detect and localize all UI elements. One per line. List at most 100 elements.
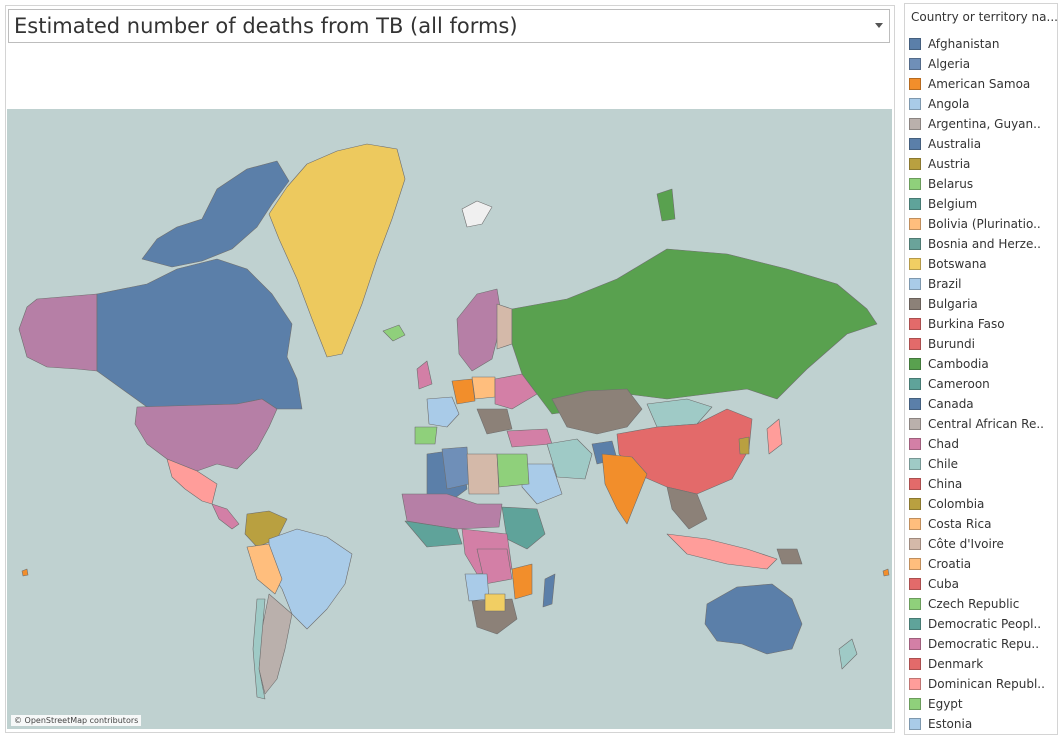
map-region-alaska[interactable]	[18, 293, 98, 372]
legend-item[interactable]: Austria	[905, 154, 1045, 174]
map-region-germany[interactable]	[451, 378, 476, 405]
world-map[interactable]: © OpenStreetMap contributors	[7, 109, 892, 729]
map-region-spain[interactable]	[414, 426, 438, 445]
legend-label: Bulgaria	[928, 297, 978, 311]
legend-label: Chile	[928, 457, 959, 471]
map-region-east-africa-south[interactable]	[511, 563, 533, 600]
legend-item[interactable]: Democratic Repu..	[905, 634, 1045, 654]
map-region-australia[interactable]	[704, 583, 803, 655]
map-region-se-asia[interactable]	[666, 486, 708, 530]
map-region-france[interactable]	[426, 396, 460, 428]
legend-swatch	[909, 338, 921, 350]
map-region-new-zealand[interactable]	[838, 638, 858, 670]
map-region-mongolia[interactable]	[646, 398, 713, 428]
map-region-libya[interactable]	[466, 453, 500, 495]
legend-title[interactable]: Country or territory na...	[911, 10, 1057, 24]
map-region-southern-africa[interactable]	[471, 598, 518, 635]
map-region-poland[interactable]	[471, 376, 496, 400]
legend-item[interactable]: Burundi	[905, 334, 1045, 354]
legend-item[interactable]: Australia	[905, 134, 1045, 154]
legend-label: Central African Re..	[928, 417, 1044, 431]
map-region-central-america[interactable]	[211, 503, 240, 530]
legend-swatch	[909, 238, 921, 250]
legend-item[interactable]: Croatia	[905, 554, 1045, 574]
legend-item[interactable]: Bulgaria	[905, 294, 1045, 314]
legend-item[interactable]: Brazil	[905, 274, 1045, 294]
map-region-scandinavia[interactable]	[456, 288, 503, 372]
map-region-russia[interactable]	[511, 248, 878, 415]
legend-swatch	[909, 558, 921, 570]
legend-item[interactable]: Algeria	[905, 54, 1045, 74]
map-region-kazakhstan[interactable]	[551, 388, 643, 435]
legend-item[interactable]: Canada	[905, 394, 1045, 414]
map-region-arctic-islands[interactable]	[141, 160, 290, 268]
map-region-svalbard[interactable]	[461, 200, 493, 228]
map-region-iceland[interactable]	[382, 324, 406, 342]
legend-item[interactable]: Cuba	[905, 574, 1045, 594]
legend-item[interactable]: Angola	[905, 94, 1045, 114]
map-region-canada[interactable]	[96, 258, 303, 410]
legend-item[interactable]: Cambodia	[905, 354, 1045, 374]
map-region-balkans[interactable]	[476, 408, 513, 435]
map-region-mexico[interactable]	[166, 458, 218, 505]
map-region-bolivia[interactable]	[246, 543, 283, 595]
legend-item[interactable]: Cameroon	[905, 374, 1045, 394]
legend-label: Côte d'Ivoire	[928, 537, 1004, 551]
map-region-iran[interactable]	[546, 438, 593, 480]
legend-item[interactable]: Central African Re..	[905, 414, 1045, 434]
legend-item[interactable]: Botswana	[905, 254, 1045, 274]
map-region-far-east-island[interactable]	[656, 188, 676, 222]
legend-item[interactable]: Democratic Peopl..	[905, 614, 1045, 634]
legend-item[interactable]: Colombia	[905, 494, 1045, 514]
legend-item[interactable]: Bosnia and Herze..	[905, 234, 1045, 254]
map-region-turkey[interactable]	[506, 428, 553, 448]
map-region-egypt[interactable]	[496, 453, 530, 488]
legend-item[interactable]: Estonia	[905, 714, 1045, 734]
map-region-chile[interactable]	[252, 598, 266, 700]
chevron-down-icon[interactable]	[875, 23, 883, 28]
legend-item[interactable]: Bolivia (Plurinatio..	[905, 214, 1045, 234]
map-region-korea[interactable]	[738, 436, 750, 455]
legend-label: Argentina, Guyan..	[928, 117, 1041, 131]
legend-item[interactable]: Belgium	[905, 194, 1045, 214]
map-attribution[interactable]: © OpenStreetMap contributors	[11, 715, 142, 726]
legend-item[interactable]: Dominican Republ..	[905, 674, 1045, 694]
legend-swatch	[909, 398, 921, 410]
legend-swatch	[909, 438, 921, 450]
legend-item[interactable]: American Samoa	[905, 74, 1045, 94]
legend-item[interactable]: Denmark	[905, 654, 1045, 674]
map-region-american-samoa[interactable]	[882, 568, 890, 577]
legend-label: Algeria	[928, 57, 971, 71]
map-region-indonesia[interactable]	[666, 533, 778, 570]
map-region-uk[interactable]	[416, 360, 433, 390]
map-region-hawaii-fiji[interactable]	[21, 568, 29, 577]
legend-item[interactable]: China	[905, 474, 1045, 494]
map-region-finland[interactable]	[496, 303, 513, 350]
map-region-algeria[interactable]	[441, 446, 470, 490]
map-region-india[interactable]	[601, 453, 648, 525]
legend-item[interactable]: Burkina Faso	[905, 314, 1045, 334]
legend-item[interactable]: Chad	[905, 434, 1045, 454]
map-region-usa[interactable]	[134, 398, 278, 472]
legend-swatch	[909, 178, 921, 190]
legend-item[interactable]: Afghanistan	[905, 34, 1045, 54]
legend-item[interactable]: Czech Republic	[905, 594, 1045, 614]
map-region-greenland[interactable]	[268, 143, 406, 358]
legend-item[interactable]: Argentina, Guyan..	[905, 114, 1045, 134]
map-region-papua[interactable]	[776, 548, 803, 565]
map-region-madagascar[interactable]	[542, 573, 556, 608]
map-region-botswana[interactable]	[484, 593, 506, 612]
measure-selector-dropdown[interactable]: Estimated number of deaths from TB (all …	[8, 9, 890, 43]
legend-item[interactable]: Egypt	[905, 694, 1045, 714]
world-map-svg[interactable]	[7, 109, 892, 729]
legend-item[interactable]: Côte d'Ivoire	[905, 534, 1045, 554]
map-region-east-europe[interactable]	[494, 373, 538, 410]
legend-item[interactable]: Chile	[905, 454, 1045, 474]
legend-item[interactable]: Costa Rica	[905, 514, 1045, 534]
legend-label: Bosnia and Herze..	[928, 237, 1041, 251]
map-region-west-africa[interactable]	[404, 520, 463, 548]
legend-label: Angola	[928, 97, 970, 111]
legend-swatch	[909, 298, 921, 310]
legend-item[interactable]: Belarus	[905, 174, 1045, 194]
map-region-japan[interactable]	[766, 418, 783, 455]
